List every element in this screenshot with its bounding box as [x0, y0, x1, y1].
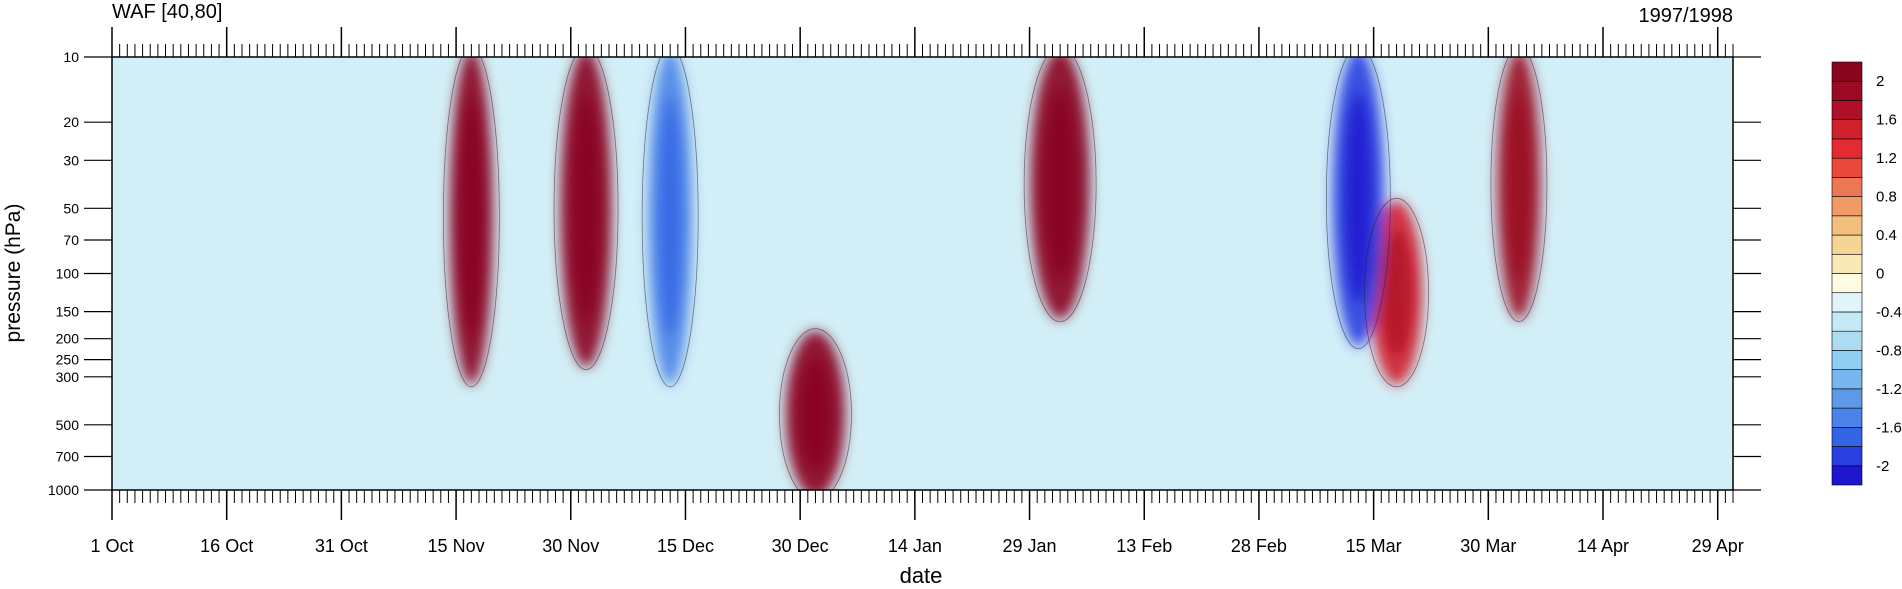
y-tick-label: 1000 [48, 482, 79, 498]
x-tick-label: 30 Dec [772, 536, 829, 556]
colorbar-swatch [1831, 253, 1863, 274]
contour-line [1325, 57, 1391, 350]
field-feature-core [1506, 88, 1532, 280]
colorbar-label: -0.8 [1876, 342, 1902, 359]
colorbar-swatch [1831, 388, 1863, 409]
x-tick-label: 29 Apr [1692, 536, 1744, 556]
field-feature-core [571, 94, 601, 322]
heatmap-field [112, 57, 1733, 490]
x-axis-label: date [900, 563, 943, 588]
colorbar-label: 0.8 [1876, 189, 1897, 206]
y-tick-label: 300 [56, 369, 80, 385]
contour-line [641, 57, 699, 388]
colorbar-label: -1.2 [1876, 381, 1902, 398]
contour-line [779, 328, 852, 490]
colorbar-label: -2 [1876, 458, 1889, 475]
x-tick-label: 14 Jan [888, 536, 942, 556]
colorbar-swatch [1831, 446, 1863, 467]
y-tick-label: 50 [63, 200, 79, 216]
colorbar-swatch [1831, 273, 1863, 294]
colorbar: 2 1.6 1.2 0.8 0.4 0 -0.4 -0.8 -1.2 -1.6 -2 [1831, 61, 1902, 486]
colorbar-swatch [1831, 369, 1863, 390]
x-tick-label: 16 Oct [200, 536, 253, 556]
x-tick-label: 13 Feb [1116, 536, 1172, 556]
x-tick-label: 15 Mar [1346, 536, 1402, 556]
x-tick-label: 15 Dec [657, 536, 714, 556]
contour-line [442, 57, 500, 388]
field-feature-core [1043, 88, 1077, 280]
colorbar-swatch [1831, 157, 1863, 178]
x-tick-label: 14 Apr [1577, 536, 1629, 556]
field-feature-core [1344, 92, 1373, 304]
contour-line [1364, 197, 1429, 388]
colorbar-swatch [1831, 196, 1863, 217]
y-tick-label: 20 [63, 114, 79, 130]
x-tick-label: 31 Oct [315, 536, 368, 556]
y-tick-label: 250 [56, 352, 80, 368]
colorbar-swatch [1831, 311, 1863, 332]
x-axis: 1 Oct 16 Oct 31 Oct 15 Nov 30 Nov 15 Dec 30 De… [90, 27, 1744, 556]
colorbar-swatch [1831, 330, 1863, 351]
field-feature-core [1382, 229, 1411, 356]
y-tick-label: 200 [56, 331, 80, 347]
field-feature-core [459, 96, 484, 337]
contour-line [1023, 57, 1097, 322]
colorbar-swatch [1831, 234, 1863, 255]
colorbar-swatch [1831, 292, 1863, 313]
colorbar-swatch [1831, 100, 1863, 120]
colorbar-label: -1.6 [1876, 419, 1902, 436]
contour-line [553, 57, 619, 371]
y-tick-label: 100 [56, 266, 80, 282]
colorbar-label: -0.4 [1876, 304, 1902, 321]
colorbar-label: 2 [1876, 73, 1884, 90]
colorbar-swatch [1831, 407, 1863, 428]
y-axis-label: pressure (hPa) [2, 204, 25, 343]
y-tick-label: 150 [56, 304, 80, 320]
colorbar-swatch [1831, 61, 1863, 82]
chart-title: WAF [40,80] [112, 1, 222, 23]
x-tick-label: 30 Nov [542, 536, 599, 556]
colorbar-label: 0 [1876, 266, 1884, 283]
colorbar-swatch [1831, 215, 1863, 236]
y-tick-label: 700 [56, 448, 80, 464]
y-tick-label: 70 [63, 232, 79, 248]
field-feature-core [798, 357, 832, 472]
colorbar-swatch [1831, 119, 1863, 140]
x-tick-label: 30 Mar [1460, 536, 1516, 556]
colorbar-swatch [1831, 350, 1863, 370]
colorbar-swatch [1831, 427, 1863, 447]
x-tick-label: 1 Oct [90, 536, 133, 556]
y-tick-label: 500 [56, 417, 80, 433]
colorbar-label: 0.4 [1876, 227, 1897, 244]
colorbar-swatch [1831, 138, 1863, 159]
x-tick-label: 15 Nov [428, 536, 485, 556]
plot-background [112, 57, 1733, 490]
colorbar-swatch [1831, 465, 1863, 486]
colorbar-label: 1.2 [1876, 150, 1897, 167]
y-tick-label: 10 [63, 49, 79, 65]
contour-line [1490, 57, 1548, 322]
colorbar-label: 1.6 [1876, 112, 1897, 129]
y-tick-label: 30 [63, 152, 79, 168]
colorbar-swatch [1831, 177, 1863, 197]
chart-period: 1997/1998 [1638, 5, 1733, 27]
x-tick-label: 29 Jan [1003, 536, 1057, 556]
x-tick-label: 28 Feb [1231, 536, 1287, 556]
colorbar-swatch [1831, 80, 1863, 101]
field-feature-core [658, 96, 683, 337]
